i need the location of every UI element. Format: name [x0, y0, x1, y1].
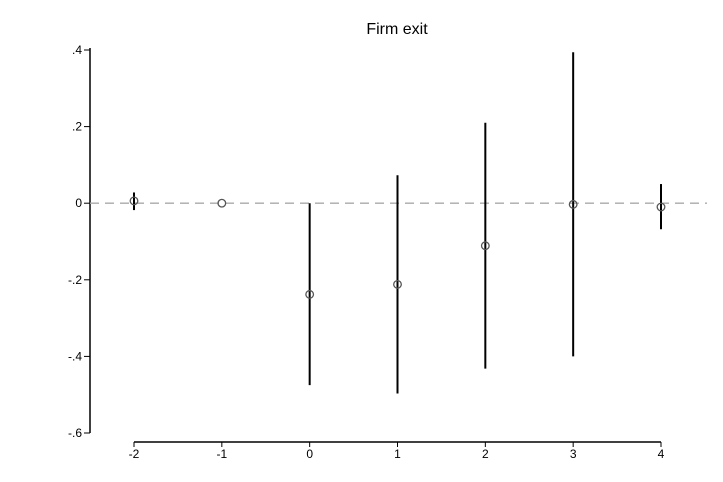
x-tick-label: 3: [570, 447, 577, 461]
y-tick-labels: .4 .2 0 -.2 -.4 -.6: [68, 43, 90, 440]
point-estimate-marker: [305, 289, 315, 299]
point-estimate-marker: [393, 279, 402, 289]
confidence-intervals: [133, 52, 662, 394]
x-tick-label: 0: [306, 447, 313, 461]
y-tick-label: .4: [72, 43, 82, 57]
y-tick-label: 0: [75, 196, 82, 210]
y-tick-label: -.4: [68, 349, 82, 363]
y-tick-label: .2: [72, 120, 82, 134]
point-estimate-marker: [656, 202, 666, 212]
x-tick-label: -1: [216, 447, 227, 461]
x-tick-label: 2: [482, 447, 489, 461]
x-tick-label: -2: [129, 447, 140, 461]
x-tick-label: 1: [394, 447, 401, 461]
y-tick-label: -.2: [68, 273, 82, 287]
point-estimates: [129, 196, 666, 299]
chart-title: Firm exit: [366, 21, 428, 38]
x-tick-labels: -2 -1 0 1 2 3 4: [129, 442, 665, 461]
point-estimate-marker: [568, 199, 578, 209]
point-estimate-marker: [217, 198, 227, 208]
point-estimate-marker: [480, 241, 490, 251]
point-estimate-marker: [129, 196, 139, 206]
x-tick-label: 4: [658, 447, 665, 461]
y-tick-label: -.6: [68, 426, 82, 440]
